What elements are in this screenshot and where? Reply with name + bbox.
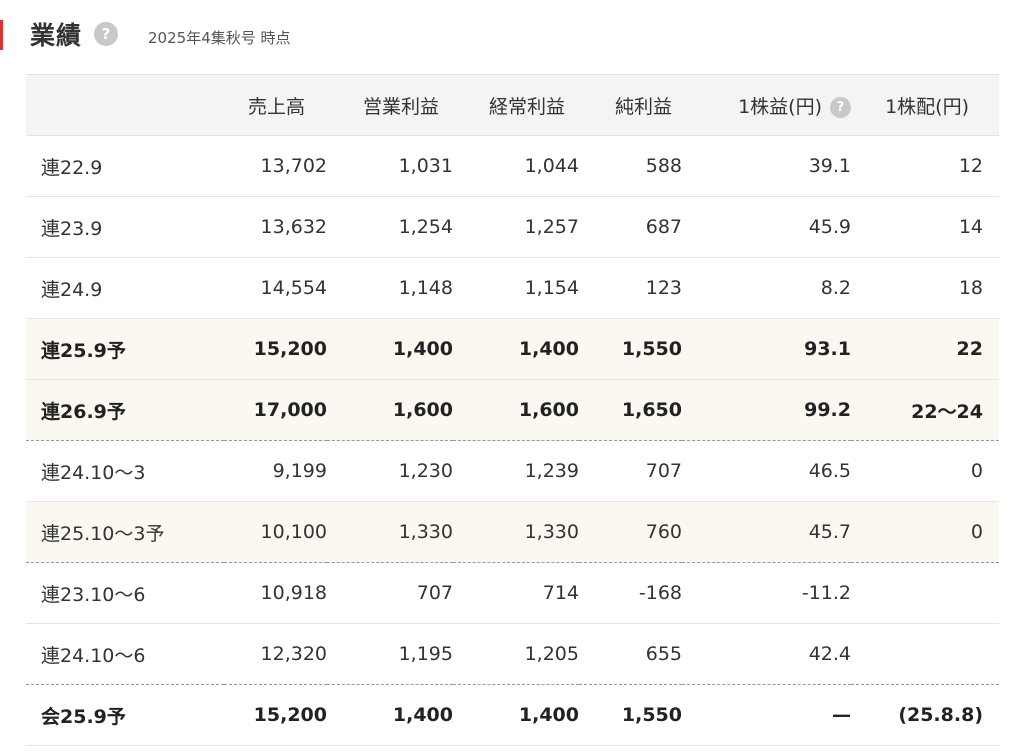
- eps-cell: 46.5: [682, 440, 851, 502]
- dividend-cell: [851, 623, 999, 685]
- sales-cell: 17,000: [224, 379, 327, 441]
- ordinary-profit-cell: 1,600: [453, 379, 579, 441]
- column-header-dividend: 1株配(円): [851, 74, 999, 136]
- eps-cell: 42.4: [682, 623, 851, 685]
- column-header-period: [26, 74, 224, 136]
- dividend-cell: 14: [851, 196, 999, 258]
- ordinary-profit-cell: 1,400: [453, 318, 579, 380]
- table-row: 連24.10〜6 12,320 1,195 1,205 655 42.4: [26, 623, 999, 685]
- operating-profit-cell: 1,600: [327, 379, 453, 441]
- table-row: 連25.9予 15,200 1,400 1,400 1,550 93.1 22: [26, 318, 999, 380]
- dividend-cell: 12: [851, 135, 999, 197]
- table-row: 連24.10〜3 9,199 1,230 1,239 707 46.5 0: [26, 440, 999, 502]
- column-header-net-profit: 純利益: [579, 74, 682, 136]
- section-header: 業績 ? 2025年4集秋号 時点: [30, 14, 291, 54]
- section-accent-bar: [0, 20, 3, 50]
- period-cell: 連24.9: [26, 257, 224, 319]
- eps-cell: 99.2: [682, 379, 851, 441]
- table-row: 連23.9 13,632 1,254 1,257 687 45.9 14: [26, 196, 999, 258]
- table-row: 連25.10〜3予 10,100 1,330 1,330 760 45.7 0: [26, 501, 999, 563]
- ordinary-profit-cell: 1,154: [453, 257, 579, 319]
- dividend-cell: [851, 562, 999, 624]
- net-profit-cell: 1,550: [579, 318, 682, 380]
- sales-cell: 12,320: [224, 623, 327, 685]
- table-row: 会25.9予 15,200 1,400 1,400 1,550— (25.8.8): [26, 684, 999, 746]
- as-of-label: 2025年4集秋号 時点: [148, 28, 291, 47]
- period-cell: 連22.9: [26, 135, 224, 197]
- operating-profit-cell: 1,195: [327, 623, 453, 685]
- table-row: 連24.9 14,554 1,148 1,154 123 8.2 18: [26, 257, 999, 319]
- net-profit-cell: 123: [579, 257, 682, 319]
- dividend-cell: 18: [851, 257, 999, 319]
- sales-cell: 13,632: [224, 196, 327, 258]
- earnings-table-body: 連22.9 13,702 1,031 1,044 588 39.1 12 連23.9 13,63…: [26, 135, 999, 746]
- eps-cell: -11.2: [682, 562, 851, 624]
- net-profit-cell: 760: [579, 501, 682, 563]
- sales-cell: 10,918: [224, 562, 327, 624]
- dividend-cell: 0: [851, 440, 999, 502]
- period-cell: 連23.10〜6: [26, 562, 224, 624]
- operating-profit-cell: 1,400: [327, 318, 453, 380]
- ordinary-profit-cell: 1,400: [453, 684, 579, 746]
- eps-cell: 8.2: [682, 257, 851, 319]
- dividend-cell: (25.8.8): [851, 684, 999, 746]
- period-cell: 会25.9予: [26, 684, 224, 746]
- eps-header-label: 1株益(円): [738, 95, 822, 118]
- eps-cell: 39.1: [682, 135, 851, 197]
- table-header-row: 売上高 営業利益 経常利益 純利益 1株益(円)? 1株配(円): [26, 74, 999, 136]
- earnings-table: 売上高 営業利益 経常利益 純利益 1株益(円)? 1株配(円) 連22.9 13…: [26, 74, 999, 746]
- question-icon[interactable]: ?: [94, 22, 119, 46]
- column-header-eps: 1株益(円)?: [682, 74, 851, 136]
- period-cell: 連24.10〜3: [26, 440, 224, 502]
- operating-profit-cell: 1,230: [327, 440, 453, 502]
- sales-cell: 10,100: [224, 501, 327, 563]
- question-icon[interactable]: ?: [830, 96, 851, 118]
- eps-cell: 45.9: [682, 196, 851, 258]
- sales-cell: 14,554: [224, 257, 327, 319]
- operating-profit-cell: 1,330: [327, 501, 453, 563]
- net-profit-cell: -168: [579, 562, 682, 624]
- sales-cell: 15,200: [224, 318, 327, 380]
- ordinary-profit-cell: 1,044: [453, 135, 579, 197]
- sales-cell: 15,200: [224, 684, 327, 746]
- net-profit-cell: 707: [579, 440, 682, 502]
- operating-profit-cell: 1,031: [327, 135, 453, 197]
- operating-profit-cell: 1,254: [327, 196, 453, 258]
- table-row: 連22.9 13,702 1,031 1,044 588 39.1 12: [26, 135, 999, 197]
- net-profit-cell: 1,550: [579, 684, 682, 746]
- ordinary-profit-cell: 1,205: [453, 623, 579, 685]
- period-cell: 連25.10〜3予: [26, 501, 224, 563]
- eps-cell: —: [682, 684, 851, 746]
- net-profit-cell: 655: [579, 623, 682, 685]
- column-header-sales: 売上高: [224, 74, 327, 136]
- net-profit-cell: 588: [579, 135, 682, 197]
- eps-cell: 93.1: [682, 318, 851, 380]
- column-header-operating-profit: 営業利益: [327, 74, 453, 136]
- period-cell: 連26.9予: [26, 379, 224, 441]
- operating-profit-cell: 1,148: [327, 257, 453, 319]
- period-cell: 連25.9予: [26, 318, 224, 380]
- table-row: 連23.10〜6 10,918 707 714 -168 -11.2: [26, 562, 999, 624]
- sales-cell: 9,199: [224, 440, 327, 502]
- ordinary-profit-cell: 714: [453, 562, 579, 624]
- earnings-table-container: 売上高 営業利益 経常利益 純利益 1株益(円)? 1株配(円) 連22.9 13…: [26, 74, 999, 746]
- ordinary-profit-cell: 1,257: [453, 196, 579, 258]
- period-cell: 連24.10〜6: [26, 623, 224, 685]
- column-header-ordinary-profit: 経常利益: [453, 74, 579, 136]
- operating-profit-cell: 707: [327, 562, 453, 624]
- operating-profit-cell: 1,400: [327, 684, 453, 746]
- ordinary-profit-cell: 1,330: [453, 501, 579, 563]
- dividend-cell: 22: [851, 318, 999, 380]
- eps-cell: 45.7: [682, 501, 851, 563]
- net-profit-cell: 1,650: [579, 379, 682, 441]
- dividend-cell: 22〜24: [851, 379, 999, 441]
- table-row: 連26.9予 17,000 1,600 1,600 1,650 99.2 22〜24: [26, 379, 999, 441]
- dividend-cell: 0: [851, 501, 999, 563]
- net-profit-cell: 687: [579, 196, 682, 258]
- period-cell: 連23.9: [26, 196, 224, 258]
- ordinary-profit-cell: 1,239: [453, 440, 579, 502]
- section-title: 業績: [30, 21, 83, 50]
- sales-cell: 13,702: [224, 135, 327, 197]
